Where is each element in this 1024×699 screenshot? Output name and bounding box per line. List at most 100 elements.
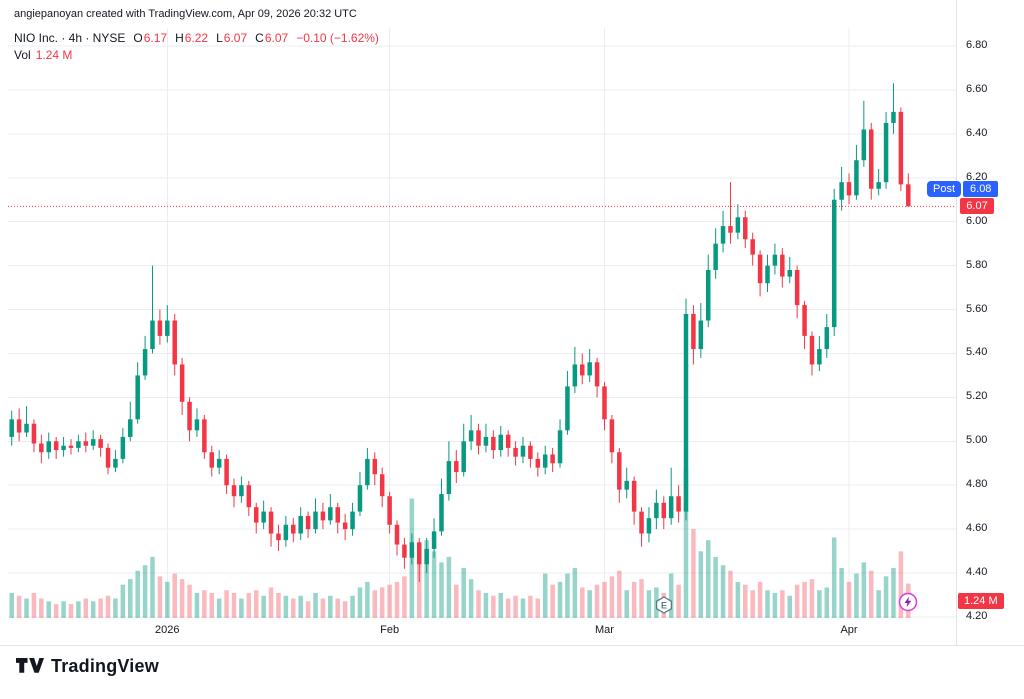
candle-body xyxy=(705,270,711,321)
price-axis-label: 4.40 xyxy=(966,566,988,579)
flash-marker[interactable] xyxy=(898,592,918,617)
volume-legend: Vol 1.24 M xyxy=(14,48,72,62)
post-label: Post xyxy=(927,181,962,198)
volume-bar xyxy=(350,595,355,618)
volume-bar xyxy=(720,565,726,618)
volume-bar xyxy=(520,598,526,618)
candle-body xyxy=(342,522,348,530)
candle-body xyxy=(587,362,592,376)
volume-bar xyxy=(883,576,889,618)
candle-body xyxy=(691,313,696,350)
candle-body xyxy=(39,443,44,453)
candle-body xyxy=(68,445,74,448)
candle-body xyxy=(454,461,459,473)
volume-bar xyxy=(402,576,407,618)
ohlc-close: C 6.07 xyxy=(255,31,289,45)
volume-bar xyxy=(691,529,696,618)
volume-bar xyxy=(846,581,852,618)
candle-body xyxy=(305,515,311,530)
volume-bar xyxy=(631,581,637,618)
volume-bar xyxy=(216,598,222,618)
price-axis-label: 4.60 xyxy=(966,522,988,535)
candle-body xyxy=(772,254,778,266)
candle-body xyxy=(483,436,489,446)
candle-body xyxy=(402,544,407,558)
volume-bar xyxy=(283,595,289,618)
candle-body xyxy=(98,439,103,448)
volume-bar xyxy=(98,598,103,618)
tradingview-footer[interactable]: TradingView xyxy=(16,656,159,677)
time-axis[interactable] xyxy=(0,620,956,645)
volume-bar xyxy=(705,540,711,618)
earnings-marker[interactable]: E xyxy=(655,596,673,619)
volume-bar xyxy=(24,598,29,618)
candle-body xyxy=(646,518,652,534)
volume-bar xyxy=(128,579,133,618)
candle-body xyxy=(831,199,837,328)
volume-bar xyxy=(31,593,37,618)
volume-bar xyxy=(105,595,111,618)
candle-body xyxy=(787,270,792,277)
volume-bar xyxy=(861,562,867,618)
volume-bar xyxy=(454,584,459,618)
symbol-title[interactable]: NIO Inc. · 4h · NYSE xyxy=(14,31,126,45)
candle-body xyxy=(839,182,844,200)
post-market-badge[interactable]: Post 6.08 xyxy=(927,181,999,198)
volume-bar xyxy=(668,573,674,618)
volume-bar xyxy=(276,593,281,618)
volume-bar xyxy=(817,590,822,618)
volume-bar xyxy=(120,584,126,618)
price-axis-label: 6.40 xyxy=(966,126,988,139)
candle-body xyxy=(224,458,229,486)
volume-bar xyxy=(194,593,200,618)
candle-body xyxy=(261,511,266,523)
volume-bar xyxy=(83,598,89,618)
candle-body xyxy=(891,111,896,123)
volume-bar xyxy=(831,537,837,618)
price-axis-label: 5.60 xyxy=(966,302,988,315)
candle-body xyxy=(298,515,303,534)
candle-body xyxy=(476,430,481,446)
volume-bar xyxy=(683,468,689,618)
candle-body xyxy=(757,254,763,284)
volume-bar xyxy=(179,579,185,618)
candle-body xyxy=(46,441,52,453)
attribution-text: angiepanoyan created with TradingView.co… xyxy=(14,8,357,20)
candle-body xyxy=(639,511,644,534)
volume-bar xyxy=(609,576,615,618)
candle-body xyxy=(90,439,96,446)
candle-body xyxy=(809,335,815,365)
candle-body xyxy=(372,458,378,475)
candle-body xyxy=(394,524,400,545)
candle-body xyxy=(335,507,340,523)
candle-body xyxy=(313,511,318,530)
candle-body xyxy=(513,447,518,457)
candle-body xyxy=(320,511,326,521)
candle-body xyxy=(209,452,215,468)
candle-body xyxy=(202,419,207,453)
volume-bar xyxy=(565,573,570,618)
candle-body xyxy=(654,502,659,519)
volume-bar xyxy=(239,598,244,618)
volume-bar xyxy=(357,587,363,618)
candle-body xyxy=(83,441,89,446)
candle-body xyxy=(446,461,452,495)
volume-bar xyxy=(824,587,830,618)
candle-body xyxy=(268,511,274,534)
candle-body xyxy=(594,362,600,387)
candle-body xyxy=(187,401,192,431)
candle-body xyxy=(602,386,607,420)
candle-body xyxy=(765,265,770,284)
price-axis-label: 4.80 xyxy=(966,478,988,491)
candle-body xyxy=(617,452,622,490)
candle-body xyxy=(120,436,126,459)
volume-bar xyxy=(313,593,318,618)
price-axis[interactable] xyxy=(956,0,1024,645)
candle-body xyxy=(357,485,363,512)
volume-bar xyxy=(513,595,518,618)
volume-bar xyxy=(46,601,52,618)
candle-body xyxy=(609,419,615,453)
candle-body xyxy=(750,239,755,255)
volume-bar xyxy=(787,595,792,618)
